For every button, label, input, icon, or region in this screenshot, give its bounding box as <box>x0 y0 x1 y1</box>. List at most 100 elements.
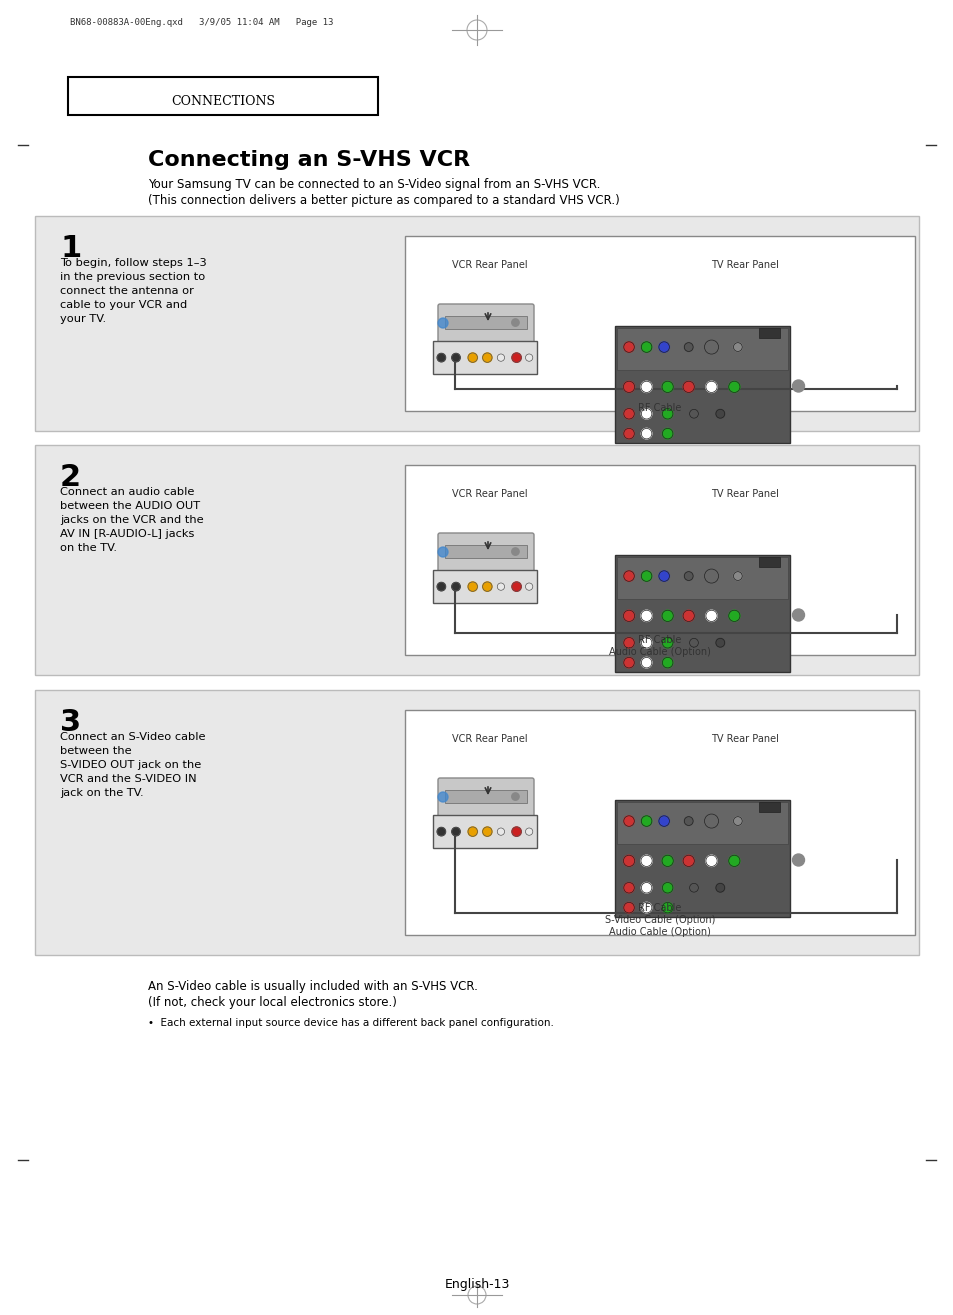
Circle shape <box>661 882 672 893</box>
Circle shape <box>703 341 718 354</box>
Circle shape <box>436 583 445 590</box>
Circle shape <box>623 902 634 913</box>
Text: VCR Rear Panel: VCR Rear Panel <box>452 734 527 744</box>
Circle shape <box>661 658 672 668</box>
Circle shape <box>640 429 651 439</box>
FancyBboxPatch shape <box>615 800 790 917</box>
Circle shape <box>640 571 651 581</box>
Circle shape <box>682 610 694 622</box>
Circle shape <box>436 354 445 362</box>
Circle shape <box>452 583 459 590</box>
Circle shape <box>661 610 673 622</box>
Circle shape <box>715 638 724 647</box>
Text: RF Cable: RF Cable <box>638 635 681 644</box>
Circle shape <box>683 343 693 351</box>
Circle shape <box>689 638 698 647</box>
Circle shape <box>482 827 492 836</box>
Circle shape <box>661 902 672 913</box>
FancyBboxPatch shape <box>35 690 918 955</box>
FancyBboxPatch shape <box>617 329 788 371</box>
FancyBboxPatch shape <box>759 329 780 338</box>
FancyBboxPatch shape <box>437 533 534 579</box>
Circle shape <box>682 855 694 867</box>
Circle shape <box>661 409 672 419</box>
FancyBboxPatch shape <box>617 558 788 600</box>
Circle shape <box>661 855 673 867</box>
FancyBboxPatch shape <box>405 710 914 935</box>
Circle shape <box>689 409 698 418</box>
FancyBboxPatch shape <box>759 802 780 811</box>
Circle shape <box>623 658 634 668</box>
Circle shape <box>482 583 492 592</box>
Circle shape <box>640 409 651 419</box>
FancyBboxPatch shape <box>35 216 918 431</box>
Text: To begin, follow steps 1–3
in the previous section to
connect the antenna or
cab: To begin, follow steps 1–3 in the previo… <box>60 258 207 323</box>
Circle shape <box>511 318 518 326</box>
Circle shape <box>682 381 694 392</box>
Circle shape <box>640 638 651 648</box>
Circle shape <box>640 342 651 352</box>
Circle shape <box>792 609 803 621</box>
Circle shape <box>683 817 693 826</box>
Text: 2: 2 <box>60 463 81 492</box>
Circle shape <box>468 352 476 363</box>
Circle shape <box>728 610 740 622</box>
Text: (This connection delivers a better picture as compared to a standard VHS VCR.): (This connection delivers a better pictu… <box>148 195 619 206</box>
Circle shape <box>525 583 532 590</box>
FancyBboxPatch shape <box>444 790 527 802</box>
Circle shape <box>623 342 634 352</box>
Text: RF Cable: RF Cable <box>638 903 681 913</box>
Circle shape <box>622 855 634 867</box>
FancyBboxPatch shape <box>405 235 914 412</box>
Circle shape <box>512 352 520 363</box>
Circle shape <box>661 381 673 392</box>
Text: Connecting an S-VHS VCR: Connecting an S-VHS VCR <box>148 150 470 170</box>
Text: TV Rear Panel: TV Rear Panel <box>710 489 778 498</box>
FancyBboxPatch shape <box>615 555 790 672</box>
Circle shape <box>511 548 518 555</box>
Circle shape <box>728 381 740 392</box>
Text: Your Samsung TV can be connected to an S-Video signal from an S-VHS VCR.: Your Samsung TV can be connected to an S… <box>148 178 599 191</box>
Circle shape <box>703 814 718 828</box>
Circle shape <box>640 381 652 392</box>
Circle shape <box>683 572 693 580</box>
FancyBboxPatch shape <box>444 546 527 558</box>
Circle shape <box>512 583 520 592</box>
FancyBboxPatch shape <box>437 304 534 350</box>
Circle shape <box>640 882 651 893</box>
Text: Connect an audio cable
between the AUDIO OUT
jacks on the VCR and the
AV IN [R-A: Connect an audio cable between the AUDIO… <box>60 487 203 554</box>
Circle shape <box>733 817 741 826</box>
Circle shape <box>623 571 634 581</box>
Circle shape <box>661 638 672 648</box>
Text: BN68-00883A-00Eng.qxd   3/9/05 11:04 AM   Page 13: BN68-00883A-00Eng.qxd 3/9/05 11:04 AM Pa… <box>70 18 333 28</box>
Circle shape <box>497 354 504 362</box>
FancyBboxPatch shape <box>444 317 527 329</box>
Text: TV Rear Panel: TV Rear Panel <box>710 734 778 744</box>
Circle shape <box>468 583 476 592</box>
FancyBboxPatch shape <box>615 326 790 443</box>
FancyBboxPatch shape <box>68 78 377 114</box>
Circle shape <box>640 855 652 867</box>
Circle shape <box>525 828 532 835</box>
Text: English-13: English-13 <box>444 1278 509 1291</box>
Text: •  Each external input source device has a different back panel configuration.: • Each external input source device has … <box>148 1018 554 1028</box>
FancyBboxPatch shape <box>437 778 534 823</box>
Circle shape <box>728 855 740 867</box>
Circle shape <box>511 793 518 801</box>
Circle shape <box>661 429 672 439</box>
Circle shape <box>733 572 741 580</box>
Circle shape <box>437 792 448 802</box>
FancyBboxPatch shape <box>35 444 918 675</box>
Circle shape <box>640 902 651 913</box>
Circle shape <box>452 827 459 836</box>
Circle shape <box>733 343 741 351</box>
Circle shape <box>497 828 504 835</box>
Text: TV Rear Panel: TV Rear Panel <box>710 260 778 270</box>
Text: An S-Video cable is usually included with an S-VHS VCR.: An S-Video cable is usually included wit… <box>148 980 477 993</box>
Circle shape <box>705 381 717 392</box>
Circle shape <box>705 855 717 867</box>
FancyBboxPatch shape <box>759 558 780 567</box>
Circle shape <box>715 409 724 418</box>
Circle shape <box>452 354 459 362</box>
Circle shape <box>497 583 504 590</box>
